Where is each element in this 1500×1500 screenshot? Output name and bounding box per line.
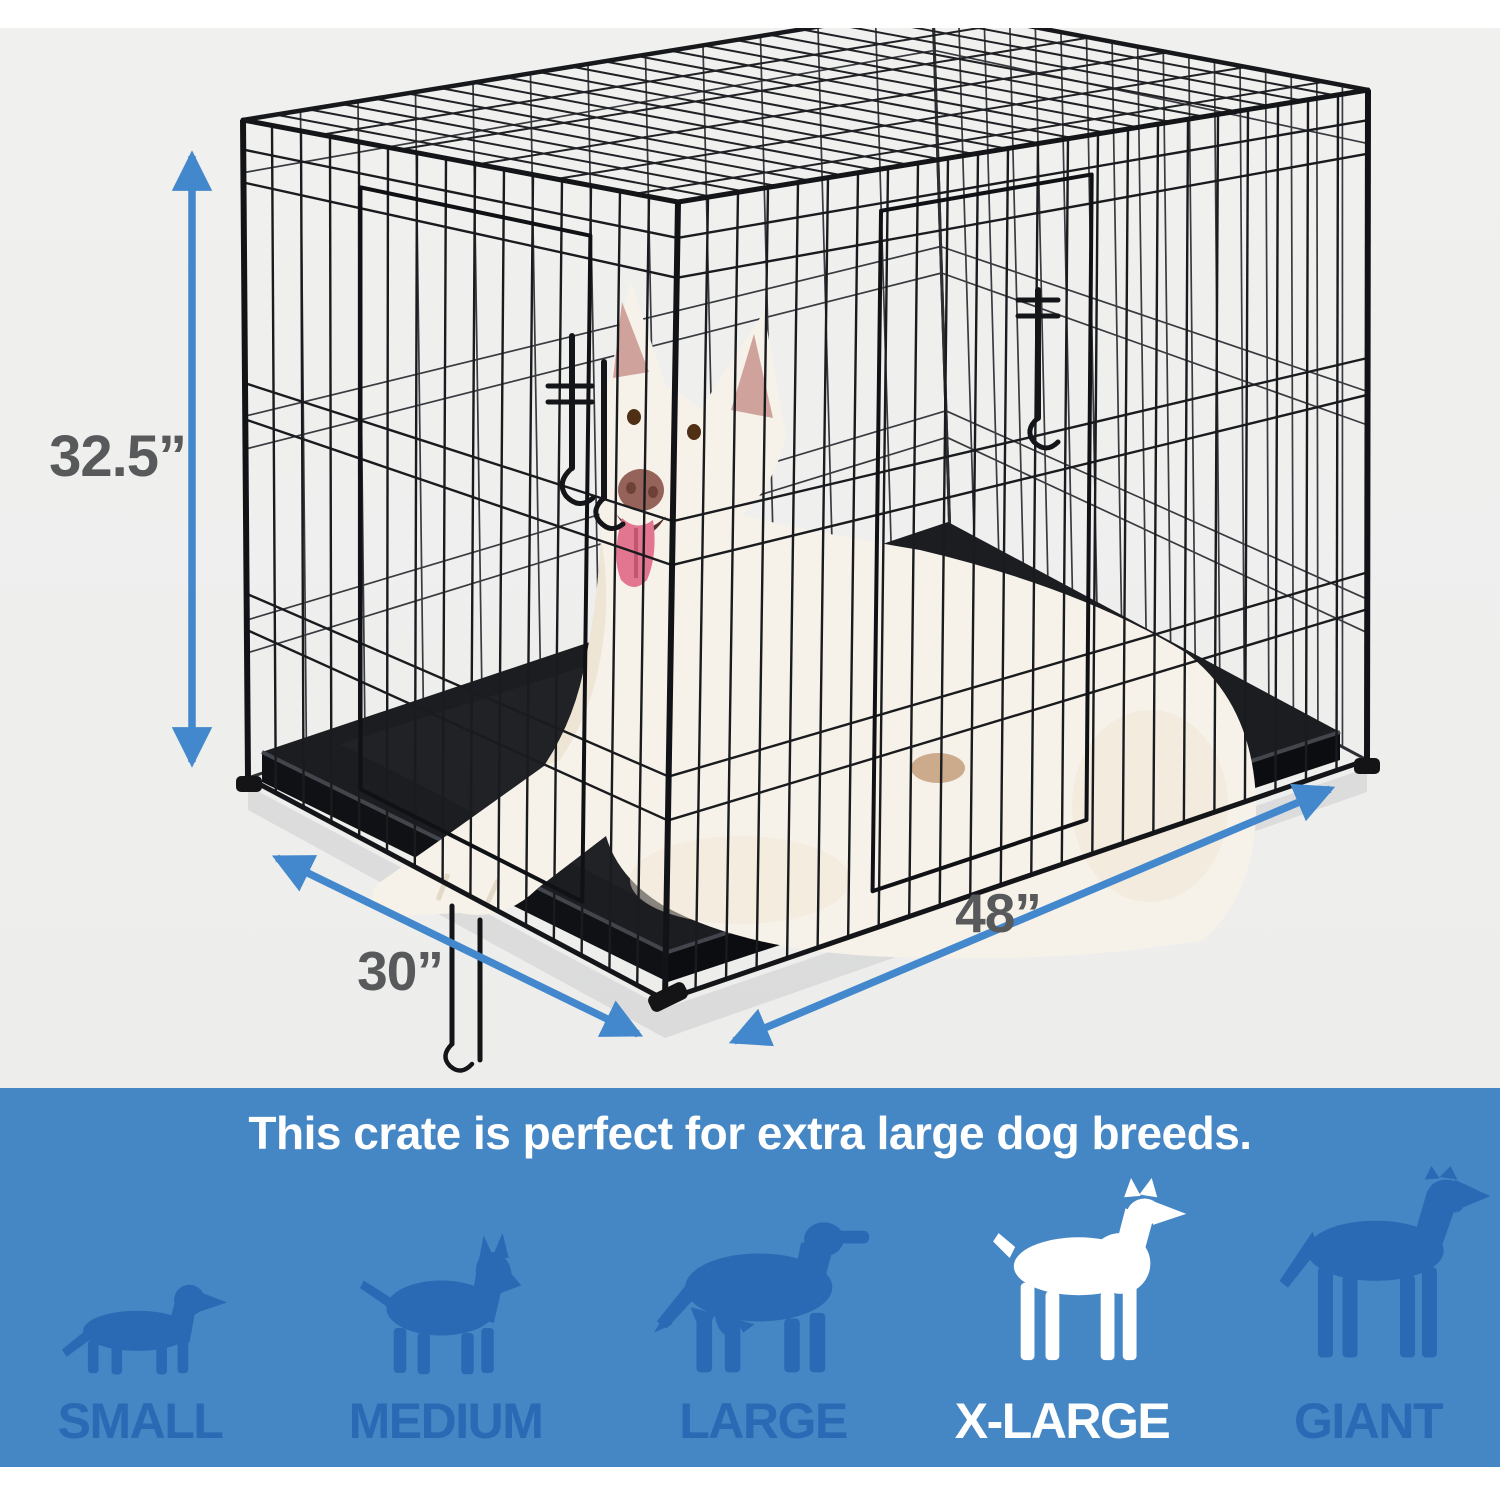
- bottom-white-strip: [0, 1467, 1500, 1500]
- crate-feet: [236, 758, 1380, 1012]
- dog-nose: [618, 469, 664, 511]
- setter-silhouette-icon: [638, 1194, 888, 1378]
- size-label-medium: MEDIUM: [348, 1393, 544, 1449]
- size-label-small: SMALL: [57, 1393, 224, 1449]
- depth-arrow: [728, 783, 1336, 1047]
- height-dimension-label: 32.5”: [49, 424, 187, 489]
- dachshund-silhouette-icon: [52, 1260, 230, 1378]
- width-arrow: [271, 854, 644, 1038]
- size-label-giant: GIANT: [1293, 1393, 1444, 1449]
- size-guide-banner: This crate is perfect for extra large do…: [0, 1088, 1500, 1467]
- banner-headline: This crate is perfect for extra large do…: [248, 1107, 1252, 1159]
- doberman-silhouette-icon: [955, 1178, 1205, 1378]
- dog-rear-paw: [911, 753, 965, 783]
- top-white-strip: [0, 0, 1500, 28]
- width-dimension-label: 30”: [357, 940, 444, 1002]
- dog-left-eye: [627, 409, 641, 425]
- dog-shading: [544, 538, 607, 766]
- bull-terrier-silhouette-icon: [347, 1228, 543, 1378]
- crate-wire-walls: [240, 5, 1371, 1003]
- size-label-large: LARGE: [679, 1393, 848, 1449]
- dog-right-eye: [687, 424, 701, 440]
- size-label-x-large: X-LARGE: [954, 1393, 1171, 1449]
- depth-dimension-label: 48”: [955, 882, 1042, 944]
- great-dane-silhouette-icon: [1250, 1166, 1498, 1378]
- dog-left-ear-inner: [613, 302, 649, 378]
- dog-right-ear-inner: [731, 334, 773, 418]
- dog-hip-shading: [1072, 710, 1228, 902]
